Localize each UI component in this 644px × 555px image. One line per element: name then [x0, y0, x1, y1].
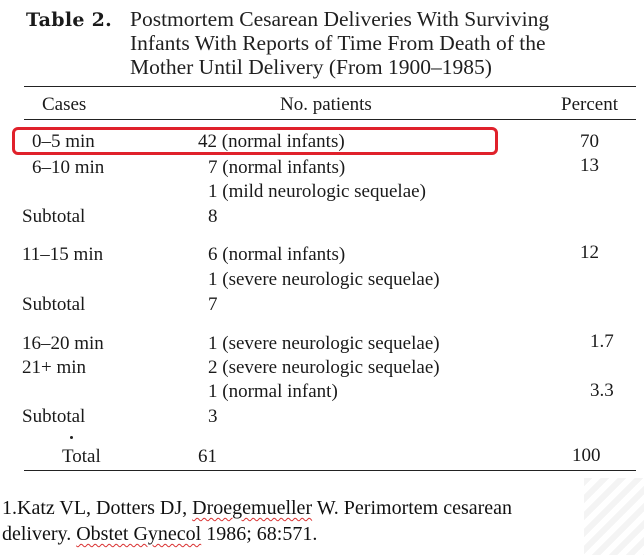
- row-cases: Total: [62, 446, 101, 467]
- table-top-rule: [24, 86, 636, 88]
- reference-citation: 1.Katz VL, Dotters DJ, Droegemueller W. …: [0, 495, 600, 547]
- reference-suffix: 1986; 68:571.: [201, 523, 318, 545]
- row-percent: 3.3: [590, 380, 614, 401]
- row-patients: 6 (normal infants): [208, 244, 346, 265]
- row-patients: 3: [208, 406, 218, 427]
- row-percent: 12: [580, 242, 599, 263]
- row-cases: 16–20 min: [22, 333, 104, 354]
- row-percent: 13: [580, 155, 599, 176]
- row-cases: 6–10 min: [32, 157, 105, 178]
- header-cases: Cases: [42, 94, 87, 115]
- row-percent: 70: [580, 131, 599, 152]
- row-cases: Subtotal: [22, 294, 86, 315]
- row-cases: Subtotal: [22, 206, 86, 227]
- row-cases: 11–15 min: [22, 244, 104, 265]
- row-patients: 7: [208, 294, 218, 315]
- row-percent: 100: [572, 445, 601, 466]
- row-cases: 0–5 min: [32, 131, 95, 152]
- table-label: Table 2.: [26, 9, 113, 31]
- background-pattern: [584, 478, 644, 555]
- reference-journal-misspelled: Obstet Gynecol: [76, 523, 202, 545]
- row-patients: 42 (normal infants): [198, 131, 345, 152]
- reference-line-2: delivery. Obstet Gynecol 1986; 68:571.: [0, 521, 600, 547]
- row-patients: 8: [208, 206, 218, 227]
- row-cases: Subtotal: [22, 406, 86, 427]
- reference-prefix: 1.Katz VL, Dotters DJ,: [2, 497, 193, 519]
- stray-dot: [70, 436, 73, 439]
- table-title-line-2: Infants With Reports of Time From Death …: [130, 31, 546, 55]
- header-patients: No. patients: [280, 94, 372, 115]
- row-patients: 7 (normal infants): [208, 157, 346, 178]
- row-patients: 1 (severe neurologic sequelae): [208, 333, 440, 354]
- table-figure: Table 2. Postmortem Cesarean Deliveries …: [12, 7, 636, 472]
- table-header-rule: [24, 119, 636, 120]
- table-title: Postmortem Cesarean Deliveries With Surv…: [130, 7, 630, 79]
- highlight-box: [12, 127, 498, 155]
- reference-author-misspelled: Droegemueller: [192, 497, 313, 519]
- table-bottom-rule: [24, 470, 636, 472]
- row-patients: 1 (severe neurologic sequelae): [208, 269, 440, 290]
- table-title-line-1: Postmortem Cesarean Deliveries With Surv…: [130, 7, 550, 31]
- reference-line2-prefix: delivery.: [2, 523, 77, 545]
- row-patients: 1 (mild neurologic sequelae): [208, 181, 426, 202]
- row-cases: 21+ min: [22, 357, 87, 378]
- reference-line-1: 1.Katz VL, Dotters DJ, Droegemueller W. …: [0, 495, 600, 521]
- row-patients: 61: [198, 446, 217, 467]
- reference-mid: W. Perimortem cesarean: [312, 497, 513, 519]
- header-percent: Percent: [561, 94, 618, 115]
- row-patients: 2 (severe neurologic sequelae): [208, 357, 440, 378]
- row-patients: 1 (normal infant): [208, 381, 338, 402]
- row-percent: 1.7: [590, 331, 614, 352]
- table-title-line-3: Mother Until Delivery (From 1900–1985): [130, 55, 492, 79]
